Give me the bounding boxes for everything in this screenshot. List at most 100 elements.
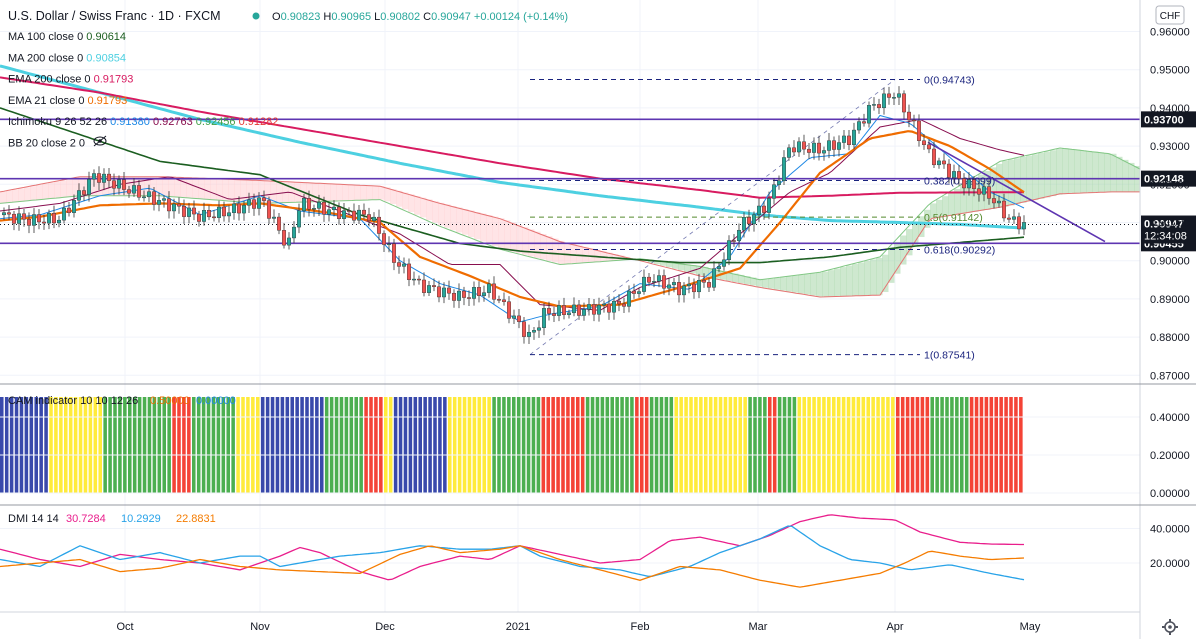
candle-body [437,286,442,298]
cloud-slice [702,266,709,277]
time-tick-label[interactable]: May [1020,621,1041,633]
candle-body [131,185,136,194]
cam-bar [64,397,68,493]
cam-bar [546,397,550,493]
cam-bar [167,397,171,493]
time-axis[interactable]: Oct Nov Dec 2021 Feb Mar Apr May [116,621,1040,633]
legend-item[interactable]: BB 20 close 2 0 [8,138,85,150]
dmi-value-label: 30.7284 [66,513,106,525]
candle-body [772,184,777,199]
candle-body [787,147,792,158]
candle-body [337,206,342,219]
cloud-slice [906,229,913,256]
cam-bar [699,397,703,493]
cam-bar [507,397,511,493]
senkou-span-a [0,147,1141,281]
candlestick-series [2,86,1027,345]
candle-body [402,263,407,267]
cloud-slice [1110,153,1117,192]
cam-bar [443,397,447,493]
candle-body [231,203,236,213]
legend-label: MA 200 close 0 [8,52,86,64]
price-axis[interactable]: 0.96000 0.95000 0.94000 0.93000 0.92000 0.910… [1150,27,1190,383]
symbol-title[interactable]: U.S. Dollar / Swiss Franc · 1D · FXCM [8,9,221,23]
time-tick-label[interactable]: Oct [116,621,133,633]
cloud-slice [1116,156,1123,192]
cloud-slice [90,176,97,196]
cloud-slice [240,179,247,202]
cloud-slice [354,184,361,201]
cam-bar [674,397,678,493]
candle-body [1022,222,1027,230]
cam-bar [846,397,851,493]
cloud-slice [888,248,895,283]
gear-icon[interactable] [1162,619,1178,635]
candle-body [307,198,312,210]
time-tick-label[interactable]: Mar [749,621,768,633]
cam-bar [477,397,482,493]
market-status-dot [252,12,260,20]
cam-bar [822,397,826,493]
cam-bar [487,397,491,493]
candle-body [392,243,397,263]
cam-bar [408,397,413,493]
cam-bar [772,397,777,493]
legend-item[interactable]: EMA 21 close 0 0.91793 [8,95,127,107]
cam-bar [802,397,806,493]
time-tick-label[interactable]: Apr [886,621,903,633]
cam-bar [891,397,895,493]
cloud-slice [822,271,829,297]
candle-body [86,179,91,195]
cloud-slice [912,222,919,247]
candle-body [146,191,151,198]
candle-body [942,160,947,165]
cam-bar [630,397,634,493]
cam-bar [182,397,186,493]
cam-bar [590,397,595,493]
fibonacci-retracement[interactable]: 0(0.94743) 0.382(0.92099) 0.5(0.91142) 0.61… [529,75,995,362]
cloud-slice [402,192,409,210]
candle-body [442,287,447,298]
candle-body [967,179,972,189]
candle-body [427,285,432,293]
trendline[interactable] [927,141,1106,243]
cloud-slice [942,196,949,217]
price-tag-label: 0.92148 [1144,174,1184,186]
time-tick-label[interactable]: Nov [250,621,270,633]
candle-body [762,205,767,213]
cloud-slice [294,182,301,203]
cam-bar [989,397,994,493]
time-tick-label[interactable]: Feb [631,621,650,633]
cam-bar [260,397,265,493]
cam-bar [374,397,378,493]
time-tick-label[interactable]: 2021 [506,621,530,633]
candle-body [312,208,317,210]
cloud-slice [186,177,193,198]
legend-item[interactable]: EMA 200 close 0 0.91793 [8,74,133,86]
time-tick-label[interactable]: Dec [375,621,395,633]
legend-item[interactable]: MA 200 close 0 0.90854 [8,52,126,64]
candle-body [262,197,267,201]
candle-body [27,218,32,226]
cam-bar [398,397,403,493]
candle-body [722,259,727,267]
ohlc-key: C [423,11,431,23]
fib-level-label: 0(0.94743) [924,75,975,87]
cam-bar [886,397,890,493]
currency-button[interactable]: CHF [1155,5,1185,25]
legend-item[interactable]: Ichimoku 9 26 52 26 0.91380 0.92763 0.92… [8,116,278,128]
cam-bar [871,397,875,493]
dmi-value-label: 10.2929 [121,513,161,525]
cloud-slice [714,269,721,279]
hidden-eye-icon[interactable] [93,135,107,147]
candle-body [587,304,592,310]
cam-bar [339,397,344,493]
cam-bar [861,397,866,493]
cam-bar [492,397,496,493]
price-tick-label: 0.92000 [1150,179,1190,191]
cam-bar [201,397,206,493]
cam-bar [98,397,102,493]
legend-item[interactable]: MA 100 close 0 0.90614 [8,31,126,43]
